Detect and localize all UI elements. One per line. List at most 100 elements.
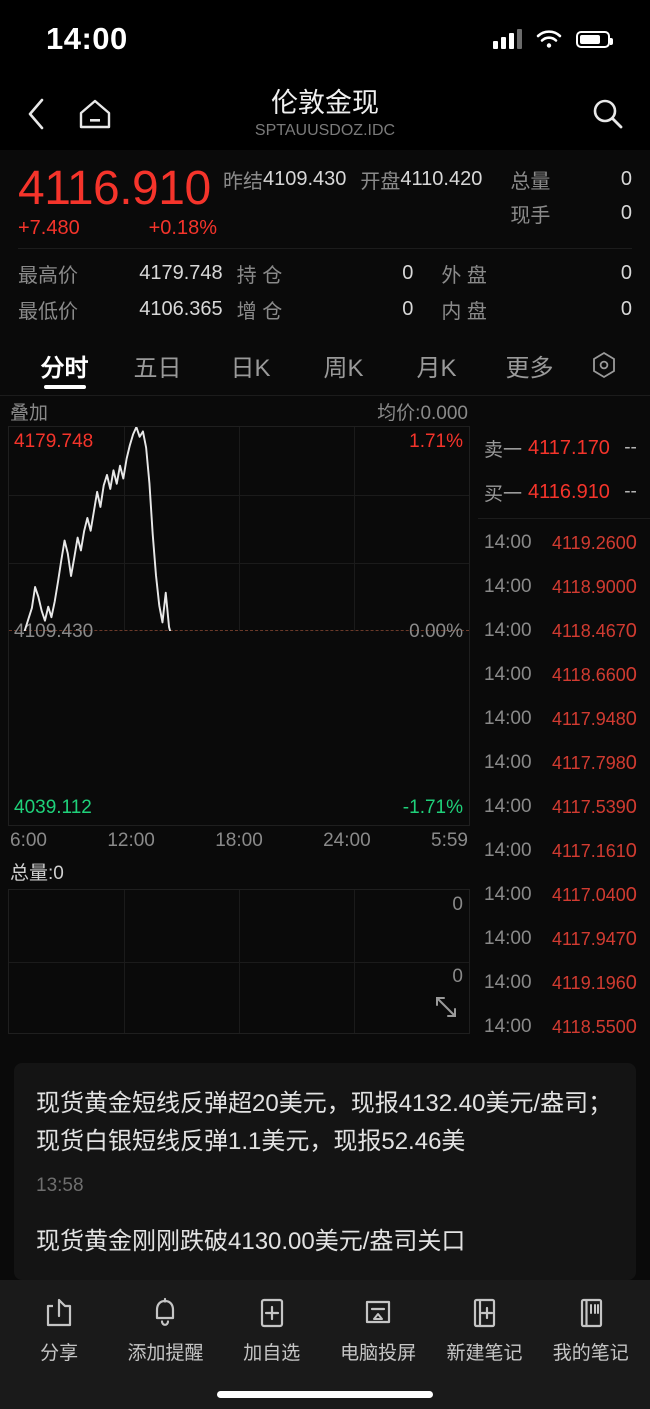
trade-tick-row[interactable]: 14:00 4119.196 0: [478, 961, 650, 1005]
trade-tick-row[interactable]: 14:00 4118.467 0: [478, 609, 650, 653]
toolbar-add-watchlist[interactable]: 加自选: [222, 1296, 322, 1365]
toolbar-my-notes[interactable]: 我的笔记: [541, 1296, 641, 1365]
quote-field-inner-volume: 内 盘 0: [427, 291, 632, 327]
chart-baseline-label: 4109.430: [14, 621, 94, 642]
share-icon: [47, 1298, 72, 1326]
tab-weekly-k[interactable]: 周K: [323, 354, 364, 382]
tick-volume: 0: [625, 531, 637, 554]
price-chart-panel[interactable]: 叠加 均价:0.000 4179.748 1.71% 4109.430 0.00…: [0, 396, 478, 1049]
tick-volume: 0: [625, 971, 637, 994]
trade-tick-row[interactable]: 14:00 4119.260 0: [478, 521, 650, 565]
expand-diagonal-icon[interactable]: [433, 994, 459, 1025]
wifi-icon: [536, 30, 562, 48]
add-watchlist-icon: [260, 1298, 283, 1327]
quote-field-value: 4179.748: [139, 261, 223, 284]
divider: [0, 395, 650, 396]
quote-field-label: 增 仓: [236, 300, 283, 323]
tick-volume: 0: [625, 1015, 637, 1038]
quote-field-position-change: 增 仓 0: [223, 291, 428, 327]
tick-price: 4118.467: [552, 620, 626, 641]
tick-volume: 0: [625, 619, 637, 642]
trade-tick-row[interactable]: 14:00 4118.900 0: [478, 565, 650, 609]
toolbar-share[interactable]: 分享: [9, 1296, 109, 1365]
quote-field-total-volume: 总量 0: [496, 162, 632, 196]
tick-price: 4118.660: [552, 664, 626, 685]
quote-field-label: 现手: [510, 204, 551, 227]
ask-label: 卖一: [484, 439, 523, 461]
settings-hexagon-icon[interactable]: [576, 350, 632, 380]
quote-field-current-volume: 现手 0: [496, 196, 632, 230]
quote-field-value: 0: [620, 167, 632, 190]
price-chart-upper[interactable]: 4179.748 1.71% 4109.430 0.00%: [8, 426, 470, 642]
page-title: 伦敦金现: [271, 88, 379, 119]
tick-price: 4117.040: [552, 884, 626, 905]
chart-low-pct-label: -1.71%: [402, 797, 463, 818]
quote-field-value: 0: [620, 201, 632, 224]
news-time: 13:58: [36, 1175, 84, 1196]
toolbar-label: 我的笔记: [552, 1342, 629, 1364]
tick-price: 4117.161: [552, 840, 626, 861]
trade-tick-row[interactable]: 14:00 4117.948 0: [478, 697, 650, 741]
trade-tick-row[interactable]: 14:00 4117.539 0: [478, 785, 650, 829]
tab-monthly-k[interactable]: 月K: [416, 354, 457, 382]
trade-tick-row[interactable]: 14:00 4117.161 0: [478, 829, 650, 873]
tab-daily-k[interactable]: 日K: [230, 354, 271, 382]
tick-time: 14:00: [484, 664, 532, 685]
status-bar-time: 14:00: [46, 21, 128, 56]
x-tick: 12:00: [107, 830, 155, 851]
home-indicator-area: [0, 1380, 650, 1409]
order-book-ask-row[interactable]: 卖一 4117.170 --: [478, 426, 650, 470]
quote-field-position: 持 仓 0: [223, 255, 428, 291]
volume-chart[interactable]: 0 0: [8, 889, 470, 1034]
trade-tick-row[interactable]: 14:00 4117.947 0: [478, 917, 650, 961]
tick-time: 14:00: [484, 620, 532, 641]
home-icon[interactable]: [78, 98, 112, 130]
news-item[interactable]: 现货黄金短线反弹超20美元，现报4132.40美元/盎司；现货白银短线反弹1.1…: [36, 1085, 614, 1197]
toolbar-label: 分享: [40, 1342, 79, 1364]
bid-label: 买一: [484, 483, 523, 505]
status-bar: 14:00: [0, 0, 650, 78]
quote-field-value: 4109.430: [263, 167, 347, 190]
toolbar-add-alert[interactable]: 添加提醒: [115, 1296, 215, 1365]
tick-time: 14:00: [484, 752, 532, 773]
search-icon[interactable]: [590, 97, 624, 131]
last-price-block: 4116.910 +7.480 +0.18%: [18, 162, 223, 240]
price-chart-lower[interactable]: 4039.112 -1.71%: [8, 631, 470, 826]
trade-tick-row[interactable]: 14:00 4117.040 0: [478, 873, 650, 917]
home-indicator[interactable]: [217, 1391, 433, 1398]
volume-total-label: 总量:0: [10, 863, 64, 884]
trade-tick-row[interactable]: 14:00 4118.550 0: [478, 1005, 650, 1049]
quote-field-high: 最高价 4179.748: [18, 255, 223, 291]
tab-more[interactable]: 更多: [505, 354, 554, 382]
tick-price: 4118.550: [552, 1016, 626, 1037]
trade-tick-row[interactable]: 14:00 4118.660 0: [478, 653, 650, 697]
tab-five-day[interactable]: 五日: [133, 354, 182, 382]
quote-field-open: 开盘 4110.420: [360, 162, 496, 196]
news-item[interactable]: 现货黄金刚刚跌破4130.00美元/盎司关口: [36, 1223, 614, 1261]
quote-field-label: 最低价: [18, 300, 78, 323]
bottom-toolbar: 分享 添加提醒 加自选 电脑投屏: [0, 1280, 650, 1380]
quote-field-value: 0: [620, 297, 633, 320]
quote-field-outer-volume: 外 盘 0: [427, 255, 632, 291]
quote-field-value: 0: [620, 261, 633, 284]
toolbar-cast-screen[interactable]: 电脑投屏: [328, 1296, 428, 1365]
chevron-left-icon[interactable]: [26, 97, 46, 131]
tab-intraday[interactable]: 分时: [18, 335, 111, 395]
chart-x-axis: 6:00 12:00 18:00 24:00 5:59: [8, 826, 470, 852]
average-price-label: 均价:0.000: [377, 402, 468, 424]
price-line: [23, 427, 172, 631]
trade-tick-list[interactable]: 14:00 4119.260 0 14:00 4118.900 0 14:00 4118.46…: [478, 521, 650, 1049]
toolbar-new-note[interactable]: 新建笔记: [434, 1296, 534, 1365]
ask-volume: --: [624, 437, 637, 458]
quote-field-label: 外 盘: [441, 264, 487, 287]
trade-tick-row[interactable]: 14:00 4117.798 0: [478, 741, 650, 785]
tick-price: 4117.947: [552, 928, 626, 949]
chart-and-orderbook: 叠加 均价:0.000 4179.748 1.71% 4109.430 0.00…: [0, 396, 650, 1049]
overlay-label[interactable]: 叠加: [10, 402, 49, 424]
quote-field-label: 昨结: [223, 170, 263, 193]
tick-volume: 0: [625, 575, 637, 598]
tick-time: 14:00: [484, 972, 532, 993]
order-book-bid-row[interactable]: 买一 4116.910 --: [478, 470, 650, 514]
tick-time: 14:00: [484, 928, 532, 949]
news-panel[interactable]: 现货黄金短线反弹超20美元，现报4132.40美元/盎司；现货白银短线反弹1.1…: [14, 1063, 636, 1280]
